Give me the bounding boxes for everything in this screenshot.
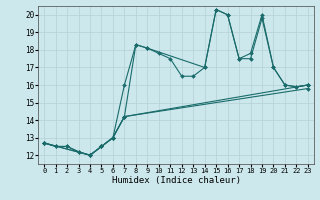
X-axis label: Humidex (Indice chaleur): Humidex (Indice chaleur) [111, 176, 241, 185]
